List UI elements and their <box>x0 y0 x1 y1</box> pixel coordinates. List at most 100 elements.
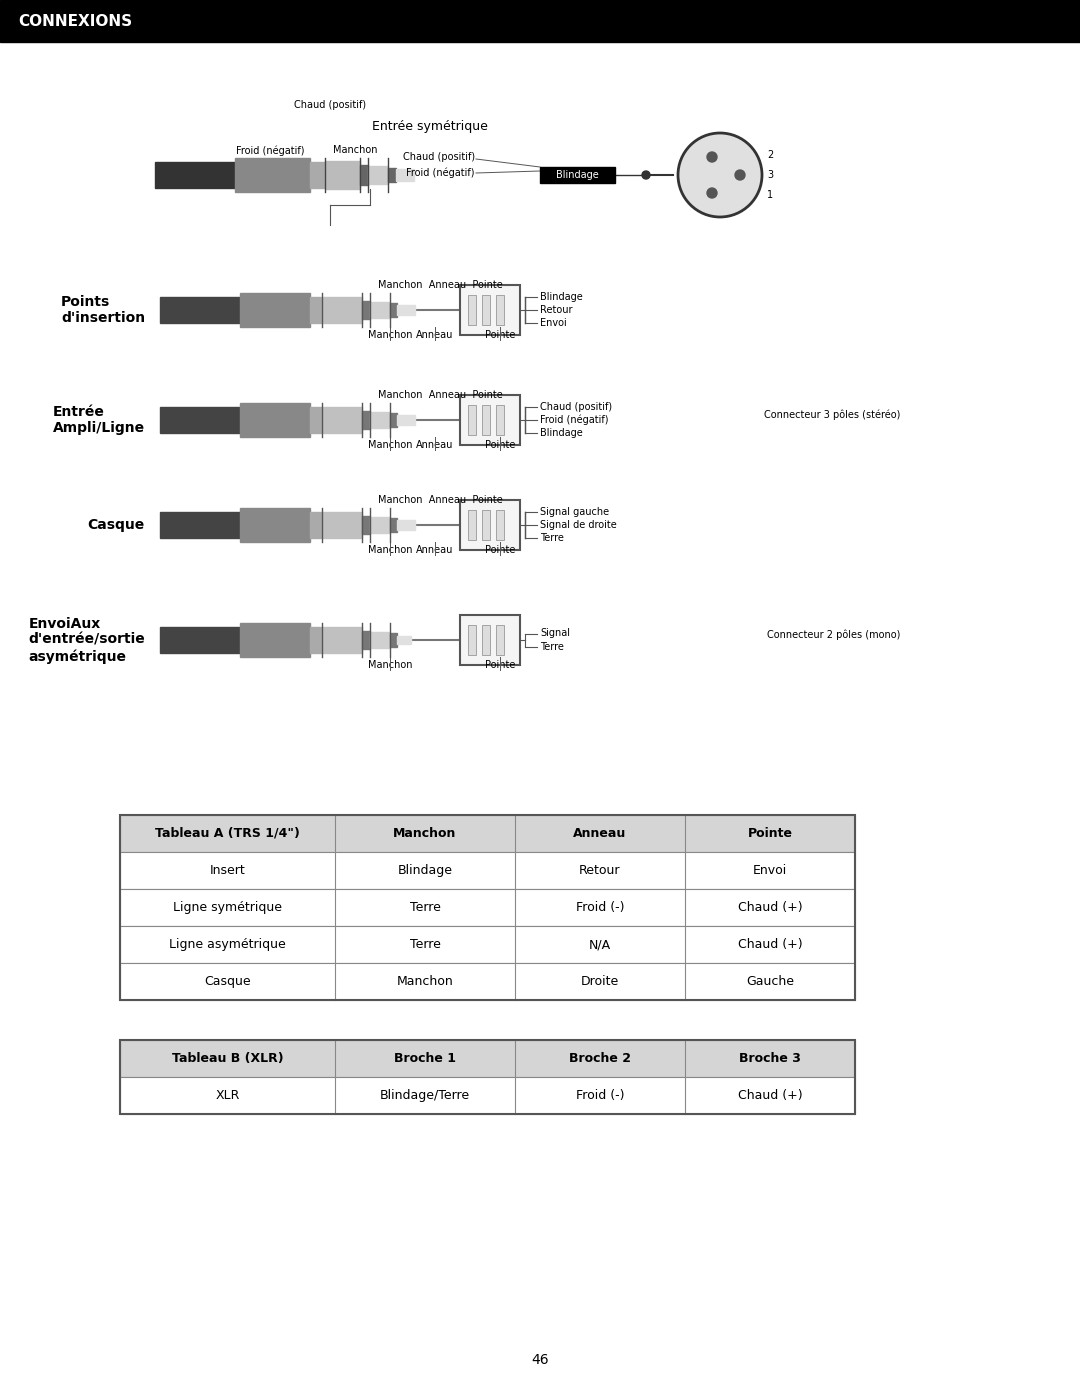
Bar <box>468 295 476 326</box>
Bar <box>390 518 397 532</box>
Text: Chaud (+): Chaud (+) <box>738 1090 802 1102</box>
Text: Connecteur 2 pôles (mono): Connecteur 2 pôles (mono) <box>767 630 900 640</box>
Bar <box>370 517 390 534</box>
Text: Manchon: Manchon <box>333 145 377 155</box>
Text: Chaud (positif): Chaud (positif) <box>540 402 612 412</box>
Text: Entrée symétrique: Entrée symétrique <box>373 120 488 133</box>
Text: 3: 3 <box>767 170 773 180</box>
Text: Droite: Droite <box>581 975 619 988</box>
Bar <box>160 407 240 433</box>
Text: Manchon: Manchon <box>368 659 413 671</box>
Bar <box>397 415 415 425</box>
Bar <box>0 0 1080 42</box>
Text: Manchon  Anneau  Pointe: Manchon Anneau Pointe <box>378 279 502 291</box>
Bar <box>468 624 476 655</box>
Text: Signal gauche: Signal gauche <box>540 507 609 517</box>
Bar <box>390 633 397 647</box>
Bar <box>160 511 240 538</box>
Text: EnvoiAux
d'entrée/sortie
asymétrique: EnvoiAux d'entrée/sortie asymétrique <box>28 616 145 664</box>
Text: Tableau A (TRS 1/4"): Tableau A (TRS 1/4") <box>156 827 300 840</box>
Bar <box>482 624 490 655</box>
Bar <box>468 405 476 434</box>
Text: Broche 3: Broche 3 <box>739 1052 801 1065</box>
Text: Points
d'insertion: Points d'insertion <box>60 295 145 326</box>
Text: Anneau: Anneau <box>416 545 454 555</box>
Bar <box>120 852 855 888</box>
Bar <box>310 407 322 433</box>
Text: Terre: Terre <box>540 534 564 543</box>
Text: Envoi: Envoi <box>540 319 567 328</box>
Bar <box>397 305 415 314</box>
Bar <box>460 395 519 446</box>
Bar <box>360 165 368 184</box>
Bar <box>120 888 855 926</box>
Text: Froid (négatif): Froid (négatif) <box>540 415 608 425</box>
Bar <box>240 293 310 327</box>
Text: Blindage: Blindage <box>540 292 583 302</box>
Text: Anneau: Anneau <box>416 330 454 339</box>
Bar <box>362 300 370 319</box>
Text: Pointe: Pointe <box>485 545 515 555</box>
Text: Froid (-): Froid (-) <box>576 1090 624 1102</box>
Bar <box>540 168 615 183</box>
Text: Blindage: Blindage <box>540 427 583 439</box>
Text: CONNEXIONS: CONNEXIONS <box>18 14 132 28</box>
Text: N/A: N/A <box>589 937 611 951</box>
Bar <box>362 411 370 429</box>
Text: Terre: Terre <box>409 937 441 951</box>
Bar <box>388 168 396 182</box>
Bar <box>460 500 519 550</box>
Text: Anneau: Anneau <box>416 440 454 450</box>
Bar <box>496 295 504 326</box>
Bar <box>240 402 310 437</box>
Text: Manchon: Manchon <box>396 975 454 988</box>
Bar <box>482 295 490 326</box>
Bar <box>120 1039 855 1077</box>
Bar <box>396 169 414 182</box>
Text: Ligne symétrique: Ligne symétrique <box>173 901 282 914</box>
Bar <box>362 515 370 534</box>
Text: Froid (négatif): Froid (négatif) <box>235 145 305 155</box>
Text: Broche 2: Broche 2 <box>569 1052 631 1065</box>
Bar <box>120 963 855 1000</box>
Bar <box>322 511 362 538</box>
Bar <box>322 627 362 652</box>
Text: Manchon: Manchon <box>368 440 413 450</box>
Bar <box>460 285 519 335</box>
Text: Pointe: Pointe <box>485 440 515 450</box>
Text: Casque: Casque <box>204 975 251 988</box>
Bar <box>482 510 490 541</box>
Bar <box>496 624 504 655</box>
Text: Ligne asymétrique: Ligne asymétrique <box>170 937 286 951</box>
Text: Manchon  Anneau  Pointe: Manchon Anneau Pointe <box>378 495 502 504</box>
Text: Manchon: Manchon <box>368 330 413 339</box>
Text: Terre: Terre <box>409 901 441 914</box>
Bar <box>362 631 370 650</box>
Bar <box>468 510 476 541</box>
Bar <box>322 298 362 323</box>
Bar <box>496 405 504 434</box>
Bar <box>120 814 855 852</box>
Text: Broche 1: Broche 1 <box>394 1052 456 1065</box>
Bar <box>240 623 310 657</box>
Text: Froid (-): Froid (-) <box>576 901 624 914</box>
Bar <box>160 298 240 323</box>
Text: Blindage/Terre: Blindage/Terre <box>380 1090 470 1102</box>
Bar <box>310 162 325 189</box>
Text: Envoi: Envoi <box>753 863 787 877</box>
Text: Manchon: Manchon <box>393 827 457 840</box>
Bar <box>370 302 390 319</box>
Bar <box>496 510 504 541</box>
Bar <box>482 405 490 434</box>
Text: Manchon: Manchon <box>368 545 413 555</box>
Text: Casque: Casque <box>87 518 145 532</box>
Text: 2: 2 <box>767 149 773 161</box>
Circle shape <box>707 189 717 198</box>
Bar <box>120 814 855 1000</box>
Bar <box>397 520 415 529</box>
Bar <box>397 636 411 644</box>
Text: XLR: XLR <box>215 1090 240 1102</box>
Text: Retour: Retour <box>540 305 572 314</box>
Text: Insert: Insert <box>210 863 245 877</box>
Bar <box>390 303 397 317</box>
